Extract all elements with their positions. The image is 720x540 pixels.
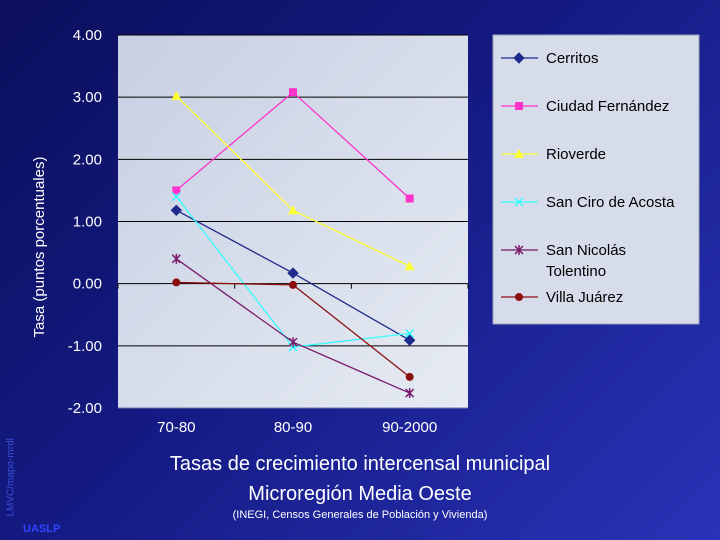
legend-label: Ciudad Fernández	[546, 98, 669, 115]
triangle-marker	[514, 149, 524, 158]
diamond-marker	[287, 267, 299, 279]
legend-item: San Nicolás Tolentino	[501, 242, 626, 280]
star-marker	[514, 245, 524, 255]
series-layer	[170, 88, 416, 399]
diamond-marker	[170, 204, 183, 217]
chart-subtitle: Microregión Media Oeste	[248, 483, 472, 505]
triangle-marker	[404, 261, 415, 271]
series-villa-ju-rez	[172, 278, 414, 381]
legend-item: Villa Juárez	[501, 289, 623, 306]
star-marker	[288, 337, 298, 348]
x-axis: 70-80 80-90 90-2000	[117, 283, 469, 436]
square-marker	[405, 194, 414, 203]
y-axis: 4.00 3.00 2.00 1.00 0.00 -1.00 -2.00	[68, 27, 102, 417]
y-tick-label: 1.00	[73, 214, 102, 231]
legend-item: Rioverde	[501, 146, 606, 163]
y-tick-label: 0.00	[73, 276, 102, 293]
y-tick-label: 4.00	[73, 27, 102, 44]
triangle-marker	[171, 90, 182, 100]
circle-marker	[405, 372, 414, 381]
legend-box	[492, 34, 700, 325]
series-ciudad-fern-ndez	[172, 88, 414, 203]
star-marker	[405, 388, 415, 399]
y-axis-label: Tasa (puntos porcentuales)	[31, 157, 48, 338]
legend-label: Rioverde	[546, 146, 606, 163]
series-san-nicol-s-tolentino	[171, 253, 415, 399]
star-marker	[171, 253, 181, 264]
chart-title: Tasas de crecimiento intercensal municip…	[169, 453, 551, 475]
series-cerritos	[170, 204, 416, 346]
legend-item: Cerritos	[501, 50, 599, 67]
legend-label: San Ciro de Acosta	[546, 194, 675, 211]
legend-item: San Ciro de Acosta	[501, 194, 675, 211]
y-tick-label: 2.00	[73, 151, 102, 168]
x-marker-stroke	[171, 192, 181, 202]
series-rioverde	[171, 90, 415, 271]
legend-label: Villa Juárez	[546, 289, 623, 306]
source-note: (INEGI, Censos Generales de Población y …	[232, 509, 488, 521]
triangle-marker	[288, 205, 298, 215]
y-tick-label: -2.00	[68, 400, 102, 417]
x-tick-label: 70-80	[157, 419, 195, 436]
circle-marker	[289, 280, 297, 289]
y-tick-label: 3.00	[73, 89, 102, 106]
x-marker	[171, 192, 181, 202]
x-marker	[405, 328, 415, 338]
x-tick-label: 90-2000	[382, 419, 437, 436]
side-credit: LMVC/mapo-mrdl	[5, 438, 17, 517]
diamond-marker	[513, 52, 525, 64]
square-marker	[515, 102, 523, 110]
legend-label: Cerritos	[546, 50, 599, 67]
x-marker-stroke	[514, 197, 524, 207]
x-marker-stroke	[405, 328, 415, 338]
x-tick-label: 80-90	[274, 419, 312, 436]
diamond-marker	[403, 334, 416, 346]
legend-item: Ciudad Fernández	[501, 98, 669, 115]
square-marker	[289, 88, 297, 97]
circle-marker	[515, 293, 523, 301]
legend: Cerritos Ciudad Fernández Rioverde San Ciro…	[501, 50, 675, 306]
circle-marker	[172, 278, 181, 287]
legend-label: San Nicolás	[546, 242, 626, 259]
legend-label: Tolentino	[546, 263, 606, 280]
org-logo-text: UASLP	[23, 523, 61, 535]
x-marker	[514, 197, 524, 207]
square-marker	[172, 186, 181, 195]
y-tick-label: -1.00	[68, 338, 102, 355]
